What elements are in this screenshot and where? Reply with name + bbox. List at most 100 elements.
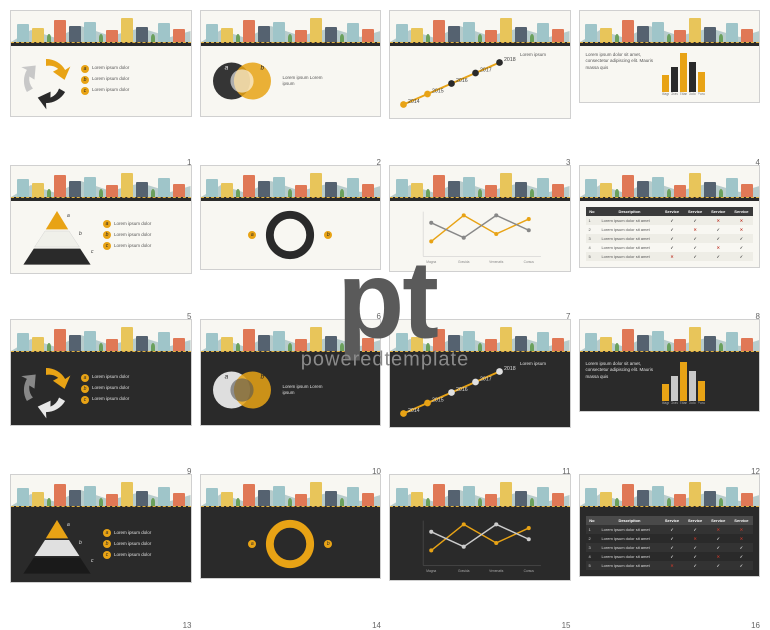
slide[interactable]: aLorem ipsum dolorbLorem ipsum dolorcLor… [10, 10, 192, 117]
bar-chart: MagnaGravidaEtiamDolorPurus [662, 52, 705, 96]
building [622, 20, 634, 42]
building [17, 488, 29, 506]
slide[interactable]: a est December laborum b [200, 165, 382, 270]
slide[interactable]: abcaLorem ipsum dolorbLorem ipsum dolorc… [10, 165, 192, 274]
table-cell: ✓ [660, 534, 683, 543]
tree-icon [288, 498, 292, 506]
slide[interactable]: a est December laborum b [200, 474, 382, 579]
axis-label: Etiam [680, 401, 687, 405]
building [310, 173, 322, 197]
legend-dot: a [103, 220, 111, 228]
slide-body: abcaLorem ipsum dolorbLorem ipsum dolorc… [11, 510, 191, 582]
building [515, 27, 527, 42]
city-header [11, 475, 191, 510]
building [674, 339, 686, 351]
legend-dot: a [81, 374, 89, 382]
svg-text:b: b [260, 64, 264, 71]
slide[interactable]: Lorem ipsum dolor sit amet, consectetur … [579, 10, 761, 103]
table-cell: ✕ [660, 561, 683, 570]
slide[interactable]: NoDescripitonServiceServiceServiceServic… [579, 474, 761, 577]
slide[interactable]: 20142015201620172018Lorem ipsum [389, 10, 571, 119]
table-cell: ✓ [684, 252, 707, 261]
slide[interactable]: a b Lorem ipsum Lorem ipsum [200, 10, 382, 117]
slide-body: a b Lorem ipsum Lorem ipsum [201, 355, 381, 425]
legend-dot: b [81, 76, 89, 84]
building [674, 30, 686, 42]
slide-title: Lorem ipsum dolor sit amet, consectetur … [586, 361, 656, 405]
table-header: Descripiton [598, 516, 660, 525]
table-header: Service [707, 516, 730, 525]
legend-label: Lorem ipsum dolor [114, 552, 151, 558]
tree-icon [151, 34, 155, 42]
building [362, 184, 374, 197]
cycle-diagram [17, 52, 75, 110]
table-cell: Lorem ipsum dolor sit amet [598, 243, 660, 252]
table-row: 3Lorem ipsum dolor sit amet✓✓✓✓ [586, 234, 754, 243]
building [515, 336, 527, 351]
building [273, 486, 285, 506]
slide-body: 20142015201620172018Lorem ipsum [390, 355, 570, 427]
slide[interactable]: a b Lorem ipsum Lorem ipsum [200, 319, 382, 426]
slide[interactable]: MagnaGravidaVenenatisCursus [389, 165, 571, 272]
bar [662, 75, 669, 92]
legend-label: Lorem ipsum dolor [92, 374, 129, 380]
city-header [390, 11, 570, 46]
building [69, 335, 81, 351]
axis-label: Purus [698, 401, 705, 405]
svg-text:a: a [224, 64, 228, 71]
svg-text:2016: 2016 [456, 78, 468, 84]
tree-icon [719, 343, 723, 351]
building [726, 332, 738, 351]
slide[interactable]: abcaLorem ipsum dolorbLorem ipsum dolorc… [10, 474, 192, 583]
table-cell: ✕ [730, 225, 753, 234]
pyramid-label: b [79, 231, 82, 237]
building [206, 179, 218, 197]
axis-label: Gravida [671, 401, 678, 405]
building [600, 337, 612, 351]
pyramid-label: a [67, 522, 70, 528]
slide[interactable]: NoDescripitonServiceServiceServiceServic… [579, 165, 761, 268]
pyramid-label: c [91, 249, 94, 255]
table-cell: Lorem ipsum dolor sit amet [598, 534, 660, 543]
table-cell: 4 [586, 243, 599, 252]
building [463, 22, 475, 42]
tree-icon [667, 498, 671, 506]
building [106, 185, 118, 197]
table-cell: ✕ [707, 216, 730, 225]
table-cell: 2 [586, 225, 599, 234]
slide[interactable]: 20142015201620172018Lorem ipsum [389, 319, 571, 428]
slide[interactable]: aLorem ipsum dolorbLorem ipsum dolorcLor… [10, 319, 192, 426]
building [325, 336, 337, 351]
tree-icon [426, 498, 430, 506]
tree-icon [615, 189, 619, 197]
slide[interactable]: Lorem ipsum dolor sit amet, consectetur … [579, 319, 761, 412]
table-header: Service [730, 207, 753, 216]
building [295, 339, 307, 351]
slide[interactable]: MagnaGravidaVenenatisCursus [389, 474, 571, 581]
building [325, 27, 337, 42]
slide-body: a est December laborum b [201, 510, 381, 578]
legend-dot: b [81, 385, 89, 393]
table-header: Service [684, 207, 707, 216]
table-cell: ✓ [684, 243, 707, 252]
legend-item: cLorem ipsum dolor [103, 551, 151, 559]
table-cell: ✕ [730, 525, 753, 534]
building [136, 27, 148, 42]
tree-icon [340, 498, 344, 506]
city-header [201, 475, 381, 510]
table-header: Service [730, 516, 753, 525]
axis-label: Magna [662, 92, 669, 96]
tree-icon [530, 343, 534, 351]
legend-dot: b [103, 540, 111, 548]
svg-text:2014: 2014 [408, 408, 420, 414]
svg-text:est December laborum: est December laborum [262, 516, 296, 517]
building [411, 183, 423, 197]
table-cell: ✓ [730, 561, 753, 570]
svg-text:2018: 2018 [504, 57, 516, 63]
building [258, 181, 270, 197]
tree-icon [99, 189, 103, 197]
building [243, 329, 255, 351]
building [69, 181, 81, 197]
building [411, 337, 423, 351]
building [537, 487, 549, 506]
